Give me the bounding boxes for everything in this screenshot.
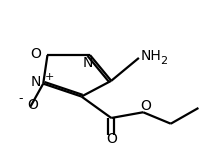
Text: -: - [19,92,23,105]
Text: O: O [140,99,151,113]
Text: N: N [31,75,41,89]
Text: +: + [45,71,54,82]
Text: O: O [30,47,41,61]
Text: 2: 2 [160,57,167,66]
Text: O: O [27,98,38,112]
Text: N: N [83,56,93,70]
Text: NH: NH [140,49,161,63]
Text: O: O [106,132,117,146]
